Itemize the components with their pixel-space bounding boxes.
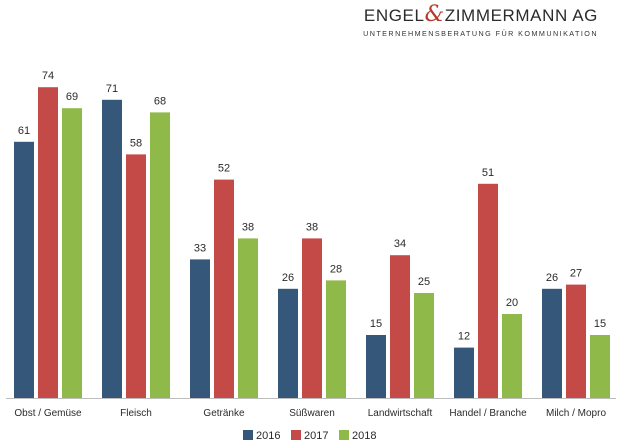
value-label-2018-6: 15	[594, 318, 606, 330]
value-label-2018-1: 68	[154, 95, 166, 107]
value-label-2018-0: 69	[66, 91, 78, 103]
value-label-2017-5: 51	[482, 167, 494, 179]
logo-name-left: ENGEL	[363, 6, 425, 25]
bar-2016-2	[190, 259, 210, 398]
value-label-2018-2: 38	[242, 221, 254, 233]
bar-2018-5	[502, 314, 522, 398]
category-label-6: Milch / Mopro	[546, 408, 606, 419]
logo-ampersand: &	[424, 2, 445, 27]
legend-swatch-2017	[291, 430, 301, 440]
value-label-2017-0: 74	[42, 70, 54, 82]
value-label-2018-5: 20	[506, 297, 518, 309]
value-label-2016-4: 15	[370, 318, 382, 330]
bar-2018-6	[590, 335, 610, 398]
value-label-2017-1: 58	[130, 137, 142, 149]
logo-name-right: ZIMMERMANN AG	[444, 6, 598, 25]
category-label-1: Fleisch	[120, 408, 152, 419]
bar-2017-1	[126, 154, 146, 398]
bar-2016-4	[366, 335, 386, 398]
bar-2016-0	[14, 141, 34, 399]
legend-swatch-2016	[243, 430, 253, 440]
value-labels-group: 61 74 69 71 58 68 33 52 38 26 38 28 15 34 25 12 51 20 26 27…	[18, 70, 606, 342]
bar-2017-0	[38, 87, 58, 398]
bars-group	[14, 87, 610, 399]
bar-2018-3	[326, 280, 346, 398]
category-label-4: Landwirtschaft	[368, 408, 433, 419]
bar-2018-1	[150, 112, 170, 399]
logo-tagline: UNTERNEHMENSBERATUNG FÜR KOMMUNIKATION	[363, 29, 598, 38]
bar-2016-5	[454, 347, 474, 398]
category-labels-group: Obst / Gemüse Fleisch Getränke Süßwaren Land…	[14, 408, 606, 419]
value-label-2016-1: 71	[106, 83, 118, 95]
bar-2016-6	[542, 288, 562, 398]
category-label-5: Handel / Branche	[449, 408, 527, 419]
value-label-2016-3: 26	[282, 272, 294, 284]
value-label-2018-4: 25	[418, 276, 430, 288]
value-label-2018-3: 28	[330, 263, 342, 275]
legend: 2016 2017 2018	[243, 430, 376, 442]
legend-label-2017: 2017	[304, 430, 328, 442]
value-label-2017-6: 27	[570, 268, 582, 280]
bar-2017-6	[566, 284, 586, 398]
legend-label-2018: 2018	[352, 430, 376, 442]
bar-2018-2	[238, 238, 258, 398]
legend-label-2016: 2016	[256, 430, 280, 442]
value-label-2016-2: 33	[194, 242, 206, 254]
category-label-2: Getränke	[203, 408, 245, 419]
value-label-2016-5: 12	[458, 331, 470, 343]
value-label-2017-4: 34	[394, 238, 406, 250]
logo-wordmark: ENGEL&ZIMMERMANN AG	[363, 4, 598, 26]
value-label-2017-2: 52	[218, 163, 230, 175]
category-label-3: Süßwaren	[289, 408, 335, 419]
bar-2016-3	[278, 288, 298, 398]
category-label-0: Obst / Gemüse	[14, 408, 82, 419]
bar-2017-4	[390, 255, 410, 398]
bar-2018-0	[62, 108, 82, 398]
bar-2018-4	[414, 293, 434, 398]
value-label-2017-3: 38	[306, 221, 318, 233]
legend-swatch-2018	[339, 430, 349, 440]
bar-2017-2	[214, 179, 234, 398]
company-logo: ENGEL&ZIMMERMANN AG UNTERNEHMENSBERATUNG…	[363, 4, 598, 39]
bar-2017-5	[478, 183, 498, 398]
value-label-2016-0: 61	[18, 125, 30, 137]
bar-2017-3	[302, 238, 322, 398]
bar-2016-1	[102, 99, 122, 399]
value-label-2016-6: 26	[546, 272, 558, 284]
